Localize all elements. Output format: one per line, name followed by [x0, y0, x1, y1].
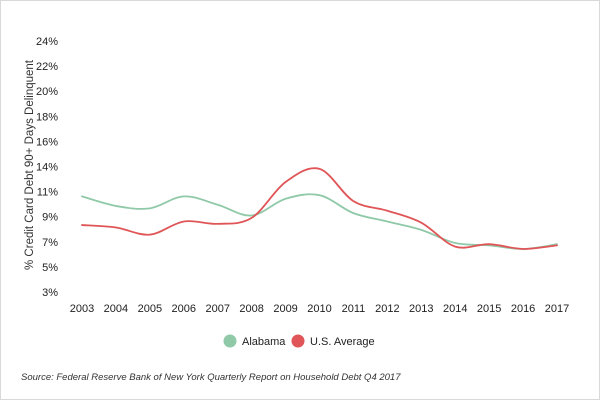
series-line-alabama — [81, 193, 558, 250]
source-note: Source: Federal Reserve Bank of New York… — [21, 372, 401, 383]
x-tick-label: 2006 — [172, 303, 196, 315]
y-tick-label: 3% — [42, 287, 58, 299]
y-tick-label: 18% — [36, 111, 58, 123]
x-tick-label: 2012 — [375, 303, 399, 315]
x-axis-ticks: 2003 2004 2005 2006 2007 2008 2009 2010 2011 2012… — [70, 303, 569, 315]
y-tick-label: 11% — [37, 187, 58, 199]
x-tick-label: 2016 — [511, 303, 535, 315]
y-axis-ticks: 24% 22% 20% 18% 16% 14% 11% 9% 7% 5% 3% — [36, 36, 58, 299]
x-tick-label: 2011 — [342, 303, 366, 315]
x-tick-label: 2015 — [477, 303, 501, 315]
y-tick-label: 9% — [42, 212, 58, 224]
x-tick-label: 2017 — [545, 303, 569, 315]
y-axis-label: % Credit Card Debt 90+ Days Delinquent — [24, 59, 36, 270]
y-tick-label: 22% — [36, 61, 58, 73]
y-tick-label: 24% — [36, 36, 58, 48]
x-tick-label: 2005 — [138, 303, 162, 315]
y-tick-label: 20% — [36, 86, 58, 98]
legend-label: Alabama — [242, 336, 286, 348]
x-tick-label: 2004 — [104, 303, 128, 315]
x-tick-label: 2010 — [307, 303, 331, 315]
x-tick-label: 2003 — [70, 303, 94, 315]
y-tick-label: 14% — [36, 162, 58, 174]
series-lines — [81, 167, 558, 250]
legend-label: U.S. Average — [310, 336, 375, 348]
x-tick-label: 2013 — [409, 303, 433, 315]
legend-swatch — [223, 334, 237, 348]
y-tick-label: 5% — [42, 262, 58, 274]
series-line-us-average — [81, 167, 558, 250]
y-tick-label: 16% — [36, 136, 58, 148]
x-tick-label: 2009 — [273, 303, 297, 315]
x-tick-label: 2014 — [443, 303, 467, 315]
legend-swatch — [291, 334, 305, 348]
x-tick-label: 2008 — [239, 303, 263, 315]
x-tick-label: 2007 — [205, 303, 229, 315]
legend: Alabama U.S. Average — [223, 334, 375, 348]
y-tick-label: 7% — [42, 237, 58, 249]
